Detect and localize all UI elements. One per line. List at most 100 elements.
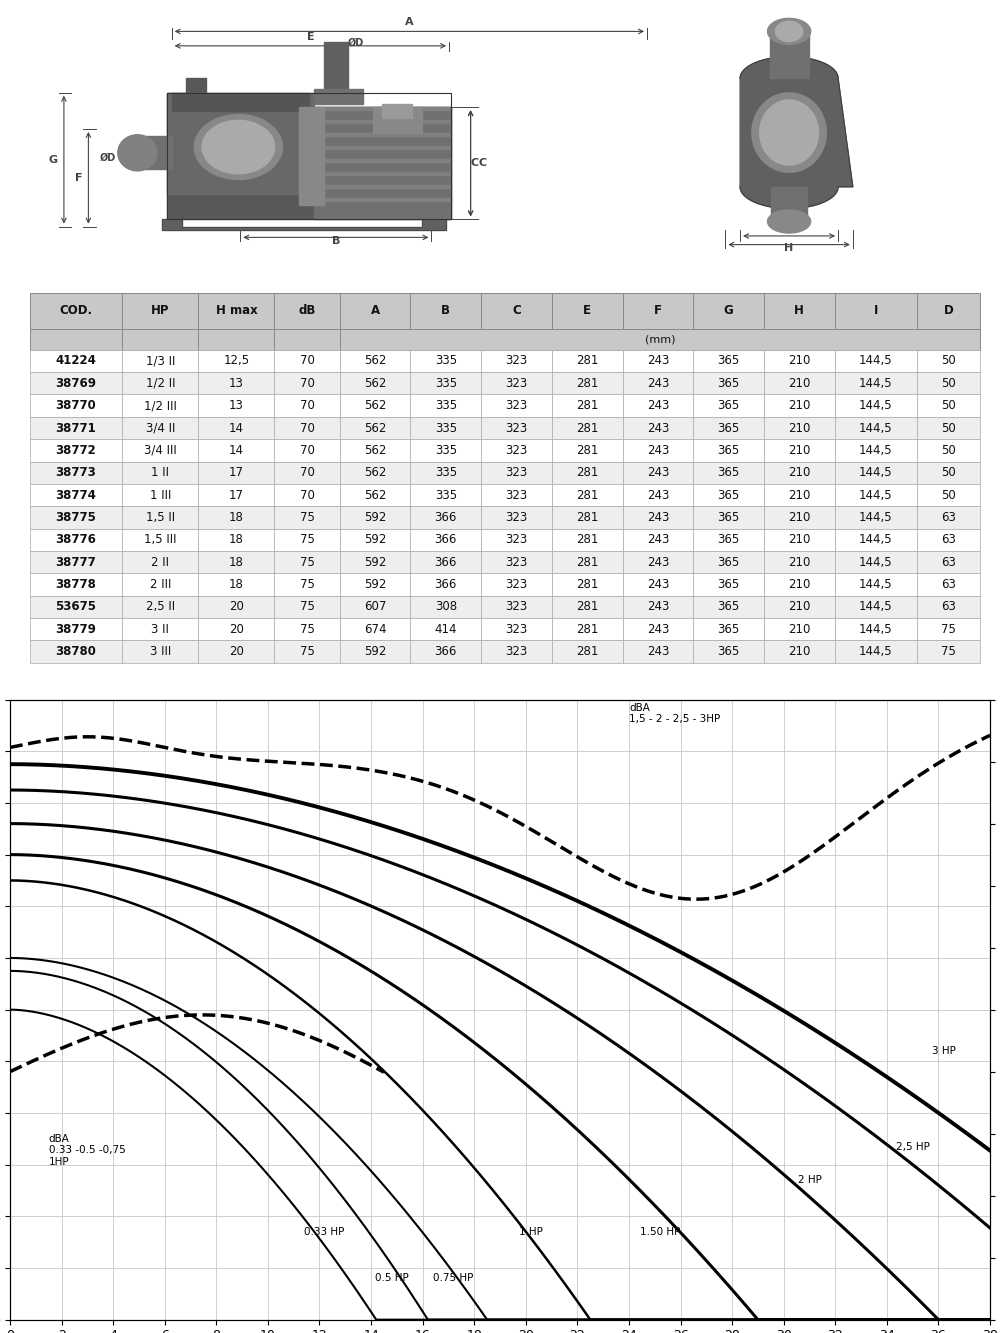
Text: 38780: 38780 [56, 645, 96, 659]
Bar [198, 529, 274, 551]
Polygon shape [770, 28, 809, 79]
Text: 144,5: 144,5 [859, 421, 893, 435]
Bar [30, 292, 122, 329]
Text: 592: 592 [364, 511, 386, 524]
Polygon shape [775, 21, 803, 41]
Bar [835, 349, 917, 372]
Polygon shape [137, 136, 172, 169]
Polygon shape [314, 89, 363, 104]
Bar [693, 484, 764, 507]
Text: 323: 323 [505, 444, 528, 457]
Text: 243: 243 [647, 444, 669, 457]
Bar [122, 292, 198, 329]
Text: 210: 210 [788, 467, 810, 479]
Bar [198, 596, 274, 619]
Polygon shape [768, 209, 811, 233]
Text: C: C [478, 159, 487, 168]
Bar [623, 640, 693, 663]
Bar [340, 349, 410, 372]
Text: 70: 70 [300, 421, 315, 435]
Bar [693, 439, 764, 461]
Bar [693, 395, 764, 417]
Text: 14: 14 [229, 421, 244, 435]
Bar [198, 484, 274, 507]
Text: 38775: 38775 [56, 511, 96, 524]
Text: 365: 365 [717, 355, 740, 368]
Bar [917, 573, 980, 596]
Bar [481, 529, 552, 551]
Bar [552, 395, 623, 417]
Text: 53675: 53675 [56, 600, 97, 613]
Bar [552, 417, 623, 439]
Bar [274, 573, 340, 596]
Text: 50: 50 [941, 399, 956, 412]
Bar [198, 292, 274, 329]
Text: 41224: 41224 [56, 355, 96, 368]
Text: 323: 323 [505, 600, 528, 613]
Bar [552, 596, 623, 619]
Bar [30, 439, 122, 461]
Text: 210: 210 [788, 421, 810, 435]
Text: 63: 63 [941, 579, 956, 591]
Bar [552, 619, 623, 640]
Bar [693, 573, 764, 596]
Bar [198, 640, 274, 663]
Bar [340, 417, 410, 439]
Bar [410, 292, 481, 329]
Text: 562: 562 [364, 355, 386, 368]
Text: ØD: ØD [348, 39, 364, 48]
Text: 144,5: 144,5 [859, 533, 893, 547]
Text: 38776: 38776 [56, 533, 96, 547]
Bar [122, 596, 198, 619]
Bar [410, 529, 481, 551]
Text: 38769: 38769 [56, 377, 97, 389]
Text: 365: 365 [717, 623, 740, 636]
Text: 210: 210 [788, 533, 810, 547]
Bar [764, 507, 835, 529]
Bar [122, 417, 198, 439]
Text: 281: 281 [576, 645, 598, 659]
Bar [122, 349, 198, 372]
Bar [552, 507, 623, 529]
Text: 50: 50 [941, 489, 956, 501]
Bar [835, 395, 917, 417]
Bar [410, 596, 481, 619]
Text: 281: 281 [576, 600, 598, 613]
Text: 365: 365 [717, 421, 740, 435]
Bar [917, 395, 980, 417]
Text: 243: 243 [647, 511, 669, 524]
Text: 281: 281 [576, 399, 598, 412]
Bar [693, 461, 764, 484]
Bar [917, 439, 980, 461]
Bar [410, 507, 481, 529]
Polygon shape [202, 120, 275, 173]
Text: 2 HP: 2 HP [798, 1176, 821, 1185]
Text: 281: 281 [576, 444, 598, 457]
Bar [552, 372, 623, 395]
Bar [917, 529, 980, 551]
Bar [30, 349, 122, 372]
Bar [340, 439, 410, 461]
Text: 75: 75 [300, 533, 315, 547]
Text: 323: 323 [505, 645, 528, 659]
Text: 144,5: 144,5 [859, 355, 893, 368]
Text: E: E [583, 304, 591, 317]
Polygon shape [752, 93, 826, 172]
Text: 365: 365 [717, 467, 740, 479]
Text: 210: 210 [788, 600, 810, 613]
Bar [764, 573, 835, 596]
Text: 3/4 III: 3/4 III [144, 444, 177, 457]
Polygon shape [740, 57, 853, 208]
Bar [410, 417, 481, 439]
Text: 3 HP: 3 HP [932, 1046, 956, 1056]
Text: dBA
1,5 - 2 - 2,5 - 3HP: dBA 1,5 - 2 - 2,5 - 3HP [629, 702, 720, 724]
Text: 323: 323 [505, 533, 528, 547]
Text: A: A [371, 304, 380, 317]
Bar [764, 484, 835, 507]
Text: F: F [75, 173, 83, 183]
Text: 63: 63 [941, 533, 956, 547]
Text: 323: 323 [505, 467, 528, 479]
Bar [835, 573, 917, 596]
Text: 335: 335 [435, 355, 457, 368]
Text: 38774: 38774 [56, 489, 96, 501]
